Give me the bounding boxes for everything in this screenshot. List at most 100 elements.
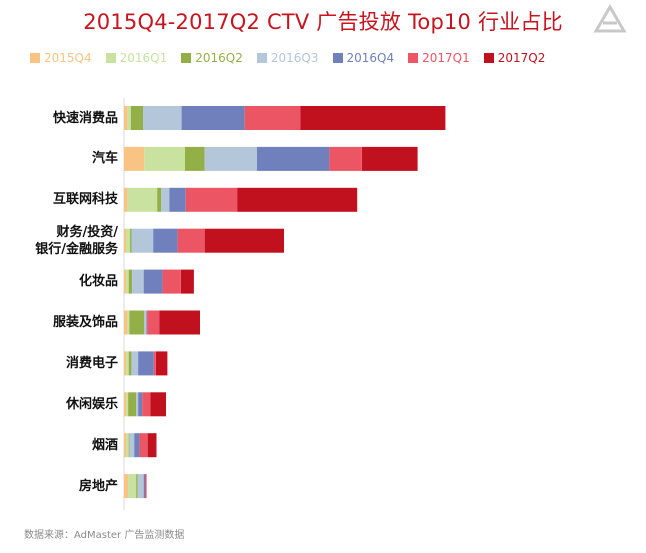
legend-label: 2017Q2 [497,51,546,65]
bar-segment [181,269,194,294]
bar-segment [145,474,147,499]
bar-segment [144,146,185,171]
bar-segment [129,310,145,335]
bar-segment [142,392,151,417]
chart-title: 2015Q4-2017Q2 CTV 广告投放 Top10 行业占比 [83,10,563,34]
legend-item-2016Q4: 2016Q4 [332,51,395,65]
category-label-line: 服装及饰品 [52,315,118,330]
bar-segment [362,146,418,171]
bar-segment [256,146,330,171]
bar-segment [139,433,148,458]
category-label-line: 互联网科技 [52,192,118,208]
bar-segment [124,433,126,458]
bar-segment [138,392,143,417]
bar-segment [128,269,133,294]
category-label: 消费电子 [2,355,118,372]
category-label: 财务/投资/银行/金融服务 [2,224,118,258]
bar-segment [143,106,182,130]
legend-swatch [30,53,40,63]
bar-segment [124,474,129,499]
bar-segment [204,228,284,253]
legend-item-2016Q3: 2016Q3 [256,51,319,65]
bar-segment [244,106,301,130]
bar-segment [153,228,178,253]
bar-segment [126,269,129,294]
data-source-note: 数据来源：AdMaster 广告监测数据 [24,530,185,541]
bar-segment [147,433,157,458]
bar-segment [153,351,156,376]
category-label-line: 化妆品 [78,274,118,290]
legend-label: 2016Q3 [270,51,319,65]
bar-segment [145,474,146,499]
admaster-logo-icon [593,4,627,33]
bar-segment [127,187,158,212]
bar-segment [128,351,132,376]
category-label-line: 烟酒 [91,437,118,453]
legend-swatch [181,53,192,63]
bar-segment [131,351,139,376]
legend-label: 2016Q1 [119,51,168,65]
bar-segment [300,106,446,130]
bar-segment [144,310,147,335]
category-label: 服装及饰品 [2,314,118,331]
legend-item-2017Q2: 2017Q2 [483,51,546,65]
legend-item-2015Q4: 2015Q4 [30,51,92,65]
bar-segment [124,351,126,376]
bar-segment [129,433,135,458]
bar-segment [130,106,143,130]
bar-segment [131,228,154,253]
bar-segment [136,474,138,499]
category-label: 烟酒 [2,437,118,454]
bar-segment [185,146,205,171]
bar-segment [185,187,238,212]
bar-segment [127,310,130,335]
bar-segment [162,269,181,294]
bar-segment [161,187,170,212]
bar-segment [127,106,131,130]
chart-legend: 2015Q4 2016Q1 2016Q2 2016Q3 2016Q4 2017Q1 2017… [30,48,630,68]
bar-segment [138,351,154,376]
category-label-line: 休闲娱乐 [65,396,118,412]
bar-segment [128,433,130,458]
category-label-line: 房地产 [78,478,118,494]
category-label-line: 银行/金融服务 [35,241,118,257]
legend-label: 2015Q4 [44,51,92,65]
category-label-line: 财务/投资/ [56,224,119,240]
bar-segment [143,474,146,499]
bar-segment [124,392,126,417]
bar-segment [150,392,166,417]
bar-segment [134,433,140,458]
category-label-line: 消费电子 [65,355,118,371]
category-label: 汽车 [2,150,118,167]
bar-segment [132,269,144,294]
bar-segment [124,146,145,171]
bar-segment [159,310,200,335]
bar-segment [124,106,128,130]
bar-segment [329,146,362,171]
bar-segment [177,228,205,253]
bar-segment [128,474,137,499]
bar-segment [237,187,358,212]
legend-label: 2016Q4 [346,51,395,65]
bar-segment [147,310,160,335]
bar-segment [124,310,128,335]
category-label: 互联网科技 [2,191,118,208]
legend-label: 2017Q1 [422,51,470,65]
bar-segment [146,310,148,335]
category-label: 休闲娱乐 [2,396,118,413]
bar-segment [137,474,144,499]
bar-segment [157,187,162,212]
bar-segment [136,392,139,417]
bar-segment [126,228,131,253]
legend-swatch [256,53,267,63]
bar-segment [181,106,245,130]
bar-segment [126,392,128,417]
legend-swatch [483,53,494,63]
category-label-line: 汽车 [91,151,118,167]
bar-segment [130,228,132,253]
legend-swatch [332,53,343,63]
bar-segment [124,228,126,253]
bar-segment [124,269,126,294]
bar-segment [128,392,137,417]
